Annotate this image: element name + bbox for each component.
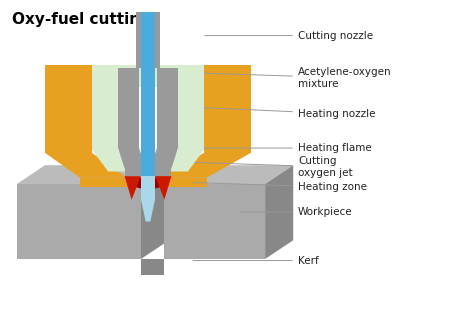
Polygon shape (162, 150, 204, 171)
Text: Workpiece: Workpiece (240, 207, 353, 217)
Polygon shape (137, 12, 160, 68)
Polygon shape (92, 65, 204, 87)
Polygon shape (141, 176, 155, 200)
Text: Heating zone: Heating zone (193, 182, 367, 192)
Polygon shape (118, 68, 138, 147)
Polygon shape (45, 65, 92, 153)
Text: Heating nozzle: Heating nozzle (202, 107, 375, 119)
Polygon shape (265, 165, 293, 259)
Text: Heating flame: Heating flame (202, 143, 372, 153)
Polygon shape (125, 168, 172, 176)
Polygon shape (164, 184, 265, 259)
Text: Cutting nozzle: Cutting nozzle (205, 31, 373, 41)
Polygon shape (17, 184, 141, 259)
Polygon shape (157, 68, 178, 147)
Text: Cutting
oxygen jet: Cutting oxygen jet (188, 156, 353, 178)
Polygon shape (141, 12, 155, 176)
Polygon shape (45, 153, 127, 178)
Polygon shape (118, 147, 146, 168)
Polygon shape (92, 65, 204, 68)
Polygon shape (178, 68, 204, 150)
Polygon shape (92, 68, 118, 150)
Polygon shape (204, 65, 251, 153)
Polygon shape (129, 178, 167, 190)
Polygon shape (141, 259, 164, 275)
Polygon shape (80, 178, 207, 187)
Polygon shape (160, 153, 251, 178)
Polygon shape (17, 165, 169, 184)
Polygon shape (141, 165, 169, 259)
Text: Kerf: Kerf (193, 256, 319, 266)
Text: Oxy-fuel cutting: Oxy-fuel cutting (12, 12, 151, 27)
Polygon shape (141, 200, 155, 222)
Polygon shape (164, 165, 293, 184)
Polygon shape (141, 165, 192, 184)
Text: Acetylene-oxygen
mixture: Acetylene-oxygen mixture (202, 67, 392, 89)
Polygon shape (150, 147, 178, 168)
Polygon shape (125, 176, 141, 200)
Polygon shape (92, 150, 134, 171)
Polygon shape (155, 176, 172, 200)
